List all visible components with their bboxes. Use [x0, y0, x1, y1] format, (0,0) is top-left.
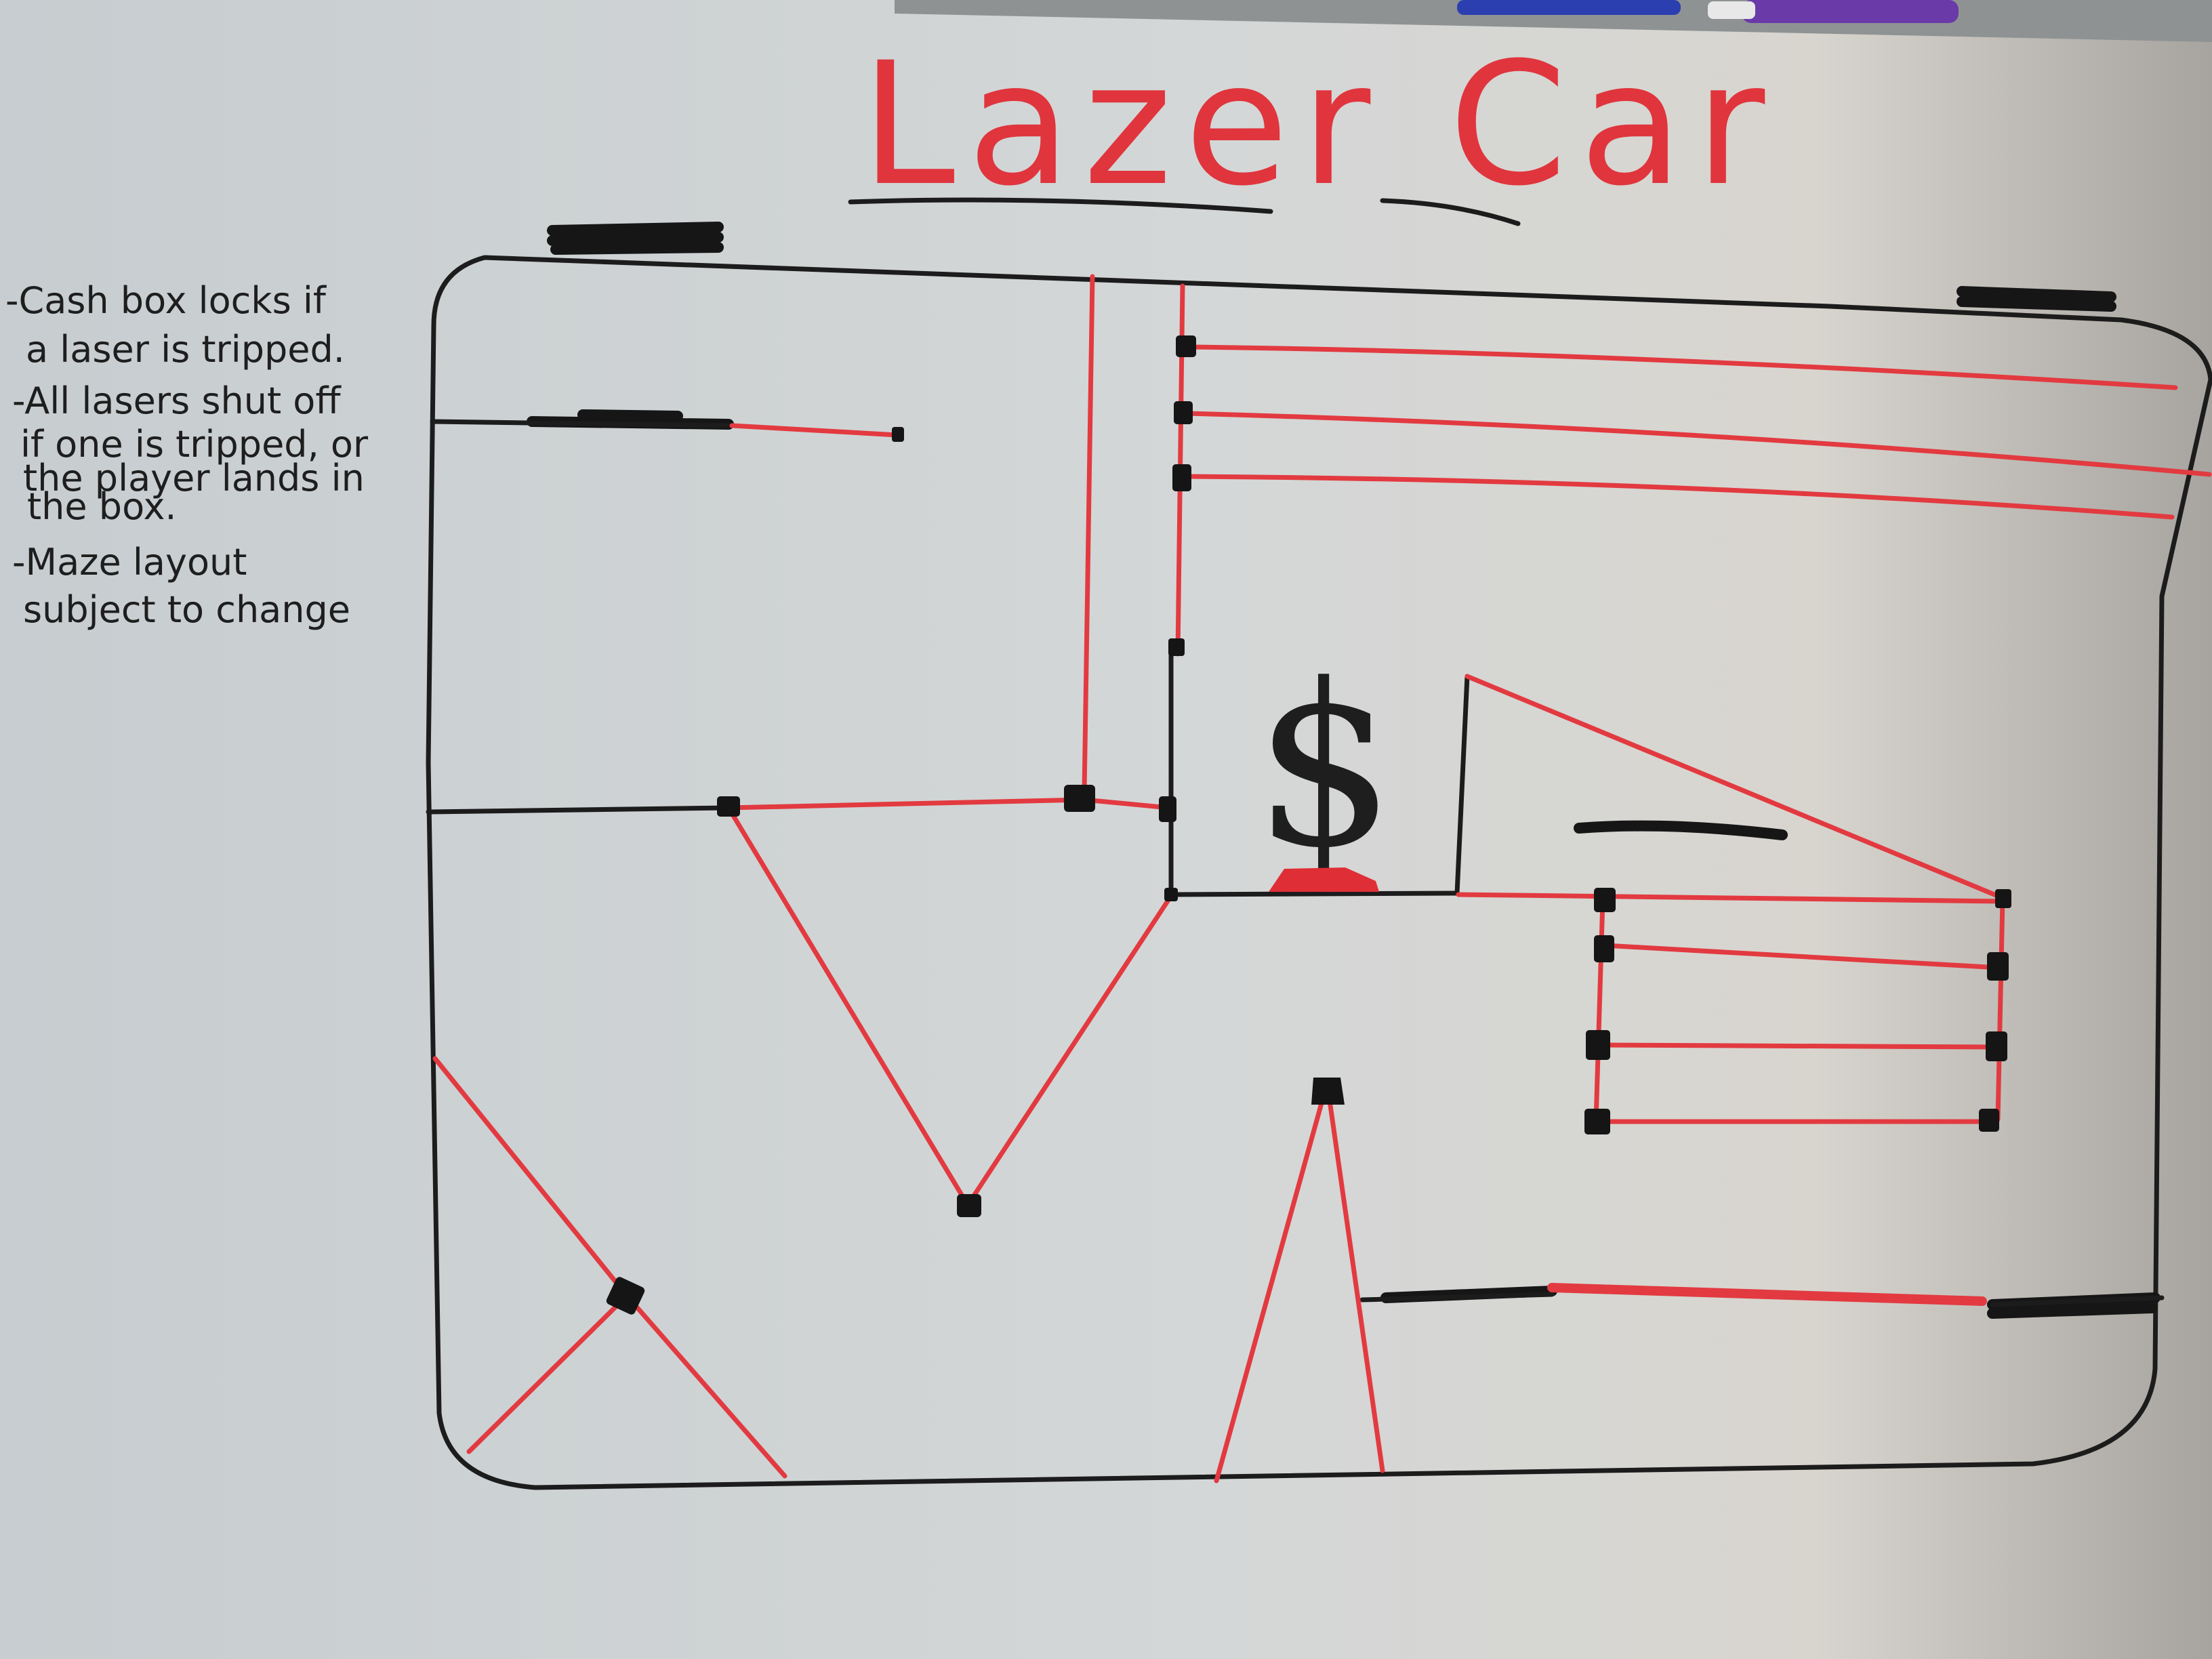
laser-triangle-top	[1465, 674, 2005, 901]
purple-marker	[1742, 0, 1959, 23]
emitter	[1979, 1109, 1999, 1132]
emitter	[1172, 464, 1191, 491]
title-underline-2	[1380, 198, 1521, 226]
emitter	[1159, 796, 1176, 822]
scribble-center	[1574, 820, 1788, 840]
emitter	[1986, 1031, 2007, 1061]
wall-bottom-ledge	[1359, 1292, 1555, 1303]
note-line-4: if one is tripped, or	[20, 423, 369, 466]
laser-ladder-right	[1995, 897, 2005, 1122]
scribble-top-left	[547, 222, 724, 255]
emitter	[717, 796, 740, 817]
laser-top-3	[1183, 474, 2175, 520]
laser-triangle-base	[1456, 892, 2005, 904]
marker-tray	[895, 0, 2212, 42]
emitter	[1176, 335, 1196, 357]
laser-top-2	[1183, 411, 2212, 477]
wall-bottom-right-ledge	[1990, 1295, 2165, 1307]
emitter	[1064, 785, 1095, 812]
note-line-8: subject to change	[23, 588, 350, 631]
emitter	[1995, 889, 2011, 908]
maze-outer-wall	[426, 255, 2212, 1490]
emitter	[1594, 888, 1616, 912]
laser-ladder-1	[1602, 943, 2002, 970]
laser-peak-left	[1214, 1088, 1328, 1483]
emitter	[606, 1277, 645, 1315]
wall-left-ledge	[430, 419, 731, 428]
title-group: Lazer Car	[848, 26, 1777, 226]
scribble-top-right	[1957, 286, 2116, 312]
laser-v-left	[726, 805, 970, 1208]
maze: $	[426, 222, 2212, 1490]
note-line-5: the player lands in	[23, 457, 365, 499]
emitter	[1311, 1078, 1345, 1105]
laser-peak-right	[1326, 1088, 1385, 1473]
title-underline-1	[848, 197, 1273, 214]
laser-vertical-tall	[1082, 274, 1095, 794]
car-icon	[1269, 867, 1379, 892]
emitter	[1594, 935, 1614, 962]
laser-v-right	[965, 893, 1174, 1208]
emitter	[1584, 1109, 1610, 1134]
note-line-1: -Cash box locks if	[5, 279, 327, 322]
emitter	[892, 427, 904, 442]
emitter	[1164, 888, 1178, 901]
note-line-7: -Maze layout	[12, 541, 247, 583]
laser-x-2	[466, 1293, 630, 1454]
emitter	[1987, 952, 2009, 981]
cash-symbol: $	[1254, 636, 1396, 897]
note-line-3: -All lasers shut off	[12, 380, 342, 422]
emitter	[1586, 1030, 1610, 1060]
laser-top-1	[1187, 344, 2178, 390]
blue-marker	[1457, 0, 1681, 15]
emitter	[1174, 401, 1193, 424]
note-line-2: a laser is tripped.	[26, 328, 345, 371]
wall-vault-right	[1454, 674, 1470, 896]
title: Lazer Car	[861, 26, 1777, 223]
laser-left-ledge	[729, 423, 901, 438]
laser-bottom	[1547, 1283, 1987, 1306]
wall-middle-horizontal	[426, 805, 731, 815]
wall-vault-floor	[1168, 890, 1460, 897]
note-line-6: the box.	[27, 485, 177, 528]
laser-ladder-2	[1597, 1042, 2002, 1050]
emitter	[957, 1194, 981, 1217]
emitter	[1168, 638, 1185, 656]
cash-box: $	[1254, 636, 1396, 897]
notes: -Cash box locks if a laser is tripped. -…	[5, 279, 369, 631]
